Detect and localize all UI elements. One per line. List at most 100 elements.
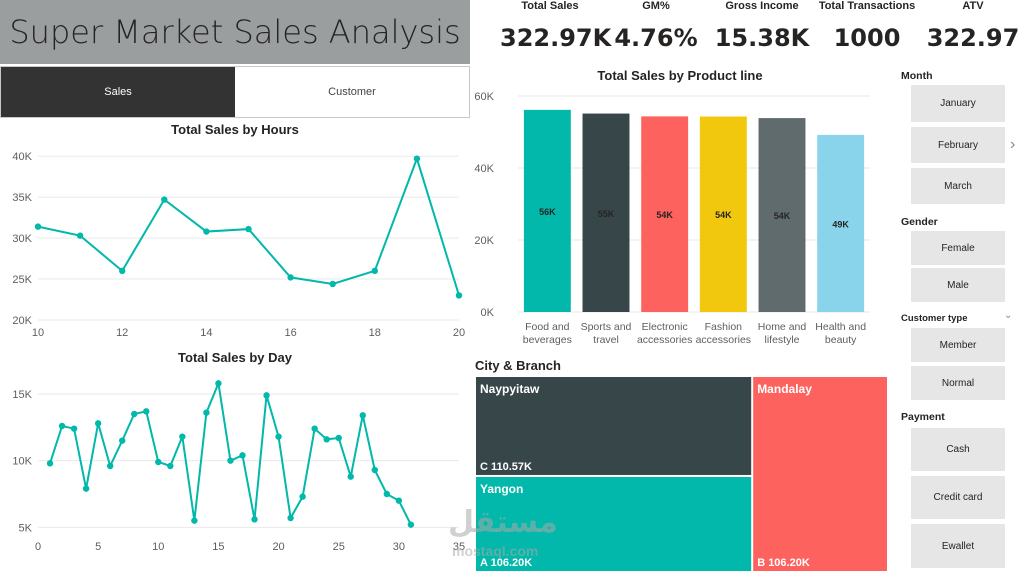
data-point (275, 433, 282, 440)
kpi-label: Total Sales (521, 0, 579, 12)
chevron-down-icon[interactable]: ⌄ (1004, 310, 1013, 321)
city-branch-treemap: Naypyitaw C 110.57K Yangon A 106.20K Mandala… (476, 377, 887, 571)
x-tick-label: Sports and (581, 321, 632, 333)
data-point (94, 420, 102, 427)
data-point (245, 225, 252, 233)
data-point (455, 292, 463, 299)
data-label: 54K (774, 211, 791, 221)
data-point (161, 196, 168, 203)
data-label: 56K (539, 207, 556, 217)
data-point (329, 280, 336, 288)
gender-slicer-title: Gender (901, 216, 938, 228)
kpi-label: Total Transactions (818, 0, 916, 12)
product-chart-title: Total Sales by Product line (597, 68, 763, 83)
y-tick-label: 40K (12, 151, 32, 163)
watermark-arabic: مستقل (448, 506, 558, 539)
data-point (46, 460, 54, 467)
data-label: 49K (832, 219, 849, 229)
treemap-city-label: Yangon (480, 482, 523, 496)
day-line-chart: 5K 10K 15K 0 5 10 15 20 25 30 35 (12, 379, 465, 553)
data-point (119, 437, 126, 444)
x-tick-label: accessories (696, 334, 751, 346)
treemap-title: City & Branch (475, 358, 561, 373)
kpi-label: Gross Income (725, 0, 799, 12)
data-point (70, 425, 78, 432)
month-option-january[interactable]: January (911, 85, 1005, 122)
payment-option-credit-card[interactable]: Credit card (911, 476, 1005, 519)
bar (758, 118, 806, 312)
y-tick-label: 15K (12, 389, 32, 401)
x-tick-label: Fashion (705, 321, 743, 333)
y-tick-label: 20K (474, 235, 494, 247)
treemap-branch-label: A 106.20K (480, 557, 532, 569)
x-tick-label: 5 (95, 541, 101, 553)
hours-line-chart: 20K 25K 30K 35K 40K 10 12 14 16 18 20 (12, 151, 465, 339)
x-tick-label: Home and (758, 321, 807, 333)
chevron-right-icon[interactable]: › (1010, 136, 1016, 153)
x-tick-label: 16 (284, 327, 296, 339)
customer-type-option-member[interactable]: Member (911, 328, 1005, 362)
kpi-atv: ATV 322.97 (925, 0, 1021, 52)
x-tick-label: accessories (637, 334, 692, 346)
data-point (383, 490, 391, 498)
customer-type-option-normal[interactable]: Normal (911, 366, 1005, 400)
page-tabs: Sales Customer (0, 66, 470, 118)
payment-slicer-title: Payment (901, 411, 945, 423)
y-tick-label: 40K (474, 163, 494, 175)
kpi-value: 322.97K (500, 24, 612, 52)
y-tick-label: 20K (12, 315, 32, 327)
data-point (407, 521, 415, 528)
tab-sales[interactable]: Sales (1, 67, 235, 117)
payment-option-cash[interactable]: Cash (911, 428, 1005, 471)
data-point (179, 433, 186, 440)
data-point (251, 516, 258, 523)
x-tick-label: 12 (116, 327, 128, 339)
series-line (49, 379, 412, 526)
x-tick-label: 30 (393, 541, 405, 553)
data-point (203, 228, 210, 235)
kpi-value: 15.38K (714, 24, 810, 52)
treemap-city-label: Mandalay (757, 382, 812, 396)
data-label: 55K (598, 209, 615, 219)
day-chart-title: Total Sales by Day (178, 350, 292, 365)
tab-customer[interactable]: Customer (235, 67, 469, 117)
data-point (191, 517, 198, 524)
data-point (34, 223, 42, 230)
x-tick-label: travel (593, 334, 619, 346)
kpi-value: 1000 (833, 24, 901, 52)
treemap-branch-label: B 106.20K (757, 557, 810, 569)
month-option-february[interactable]: February (911, 127, 1005, 163)
y-tick-label: 25K (12, 274, 32, 286)
x-tick-label: beauty (825, 334, 857, 346)
data-point (167, 462, 174, 470)
treemap-city-label: Naypyitaw (480, 382, 540, 396)
payment-option-ewallet[interactable]: Ewallet (911, 524, 1005, 568)
kpi-total-transactions: Total Transactions 1000 (815, 0, 919, 52)
bar (582, 113, 630, 313)
x-tick-label: 25 (333, 541, 345, 553)
y-tick-label: 0K (481, 307, 495, 319)
treemap-tile-mandalay (753, 377, 887, 571)
hours-chart-title: Total Sales by Hours (171, 122, 299, 137)
data-point (413, 155, 421, 162)
data-point (227, 457, 234, 464)
bar (641, 116, 689, 312)
gender-option-male[interactable]: Male (911, 268, 1005, 302)
data-point (106, 462, 114, 470)
x-tick-label: 15 (212, 541, 224, 553)
data-point (155, 458, 162, 466)
data-point (359, 412, 366, 419)
data-point (371, 267, 378, 275)
data-label: 54K (656, 210, 673, 220)
gender-option-female[interactable]: Female (911, 231, 1005, 265)
data-point (287, 274, 294, 281)
month-option-march[interactable]: March (911, 168, 1005, 204)
kpi-gross-income: Gross Income 15.38K (712, 0, 812, 52)
data-point (215, 380, 222, 387)
watermark-latin: mostaql.com (452, 543, 539, 559)
kpi-label: ATV (962, 0, 984, 12)
x-tick-label: 10 (152, 541, 164, 553)
x-tick-label: 0 (35, 541, 41, 553)
data-point (203, 409, 210, 416)
data-point (82, 485, 90, 492)
